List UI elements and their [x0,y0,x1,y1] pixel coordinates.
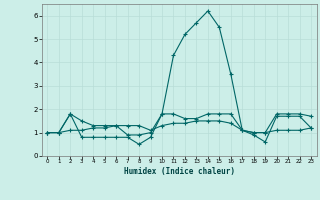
X-axis label: Humidex (Indice chaleur): Humidex (Indice chaleur) [124,167,235,176]
